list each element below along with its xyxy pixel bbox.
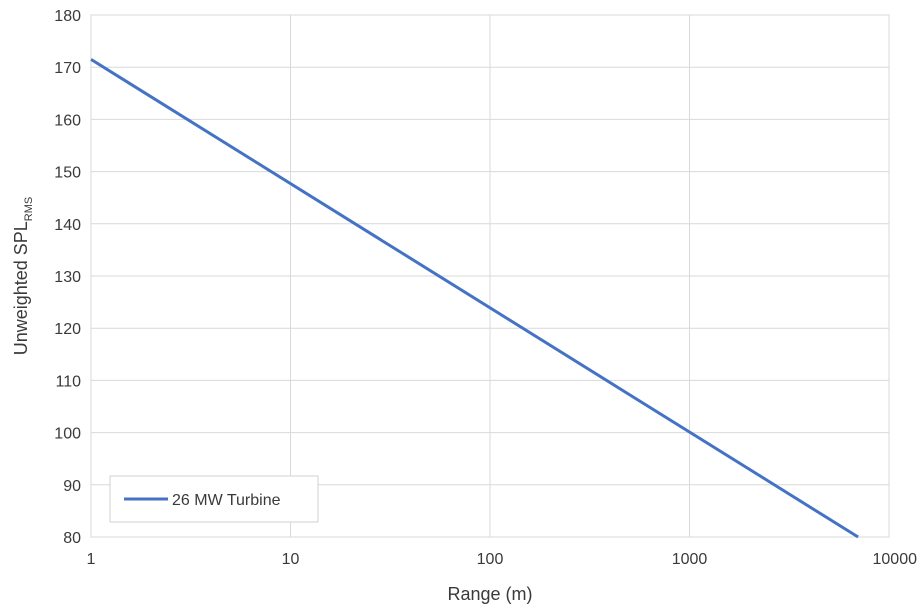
x-tick-label: 10000 (873, 551, 918, 568)
x-axis-title: Range (m) (447, 584, 532, 604)
y-tick-label: 130 (54, 269, 81, 286)
y-tick-label: 170 (54, 60, 81, 77)
grid (90, 14, 890, 538)
y-axis-title: Unweighted SPLRMS (11, 197, 35, 356)
y-axis-title-subscript: RMS (23, 197, 35, 221)
y-tick-label: 90 (63, 478, 81, 495)
plot-area (90, 14, 890, 538)
y-tick-label: 100 (54, 426, 81, 443)
legend-label: 26 MW Turbine (172, 492, 281, 509)
x-tick-label: 1 (87, 551, 96, 568)
y-tick-label: 110 (55, 373, 81, 390)
plot-border (90, 14, 890, 538)
x-tick-label: 100 (477, 551, 504, 568)
y-tick-label: 160 (54, 112, 81, 129)
series-layer (90, 58, 859, 539)
y-axis-ticks: 80 90 100 110 120 130 140 150 160 170 180 (54, 8, 81, 547)
y-tick-label: 120 (54, 321, 81, 338)
y-tick-label: 180 (54, 8, 81, 25)
x-axis-ticks: 1 10 100 1000 10000 (87, 551, 918, 568)
legend: 26 MW Turbine (109, 475, 319, 523)
series-line (90, 58, 859, 539)
y-tick-label: 140 (54, 217, 81, 234)
y-axis-title-main: Unweighted SPL (11, 221, 31, 355)
x-tick-label: 10 (282, 551, 300, 568)
y-tick-label: 150 (54, 165, 81, 182)
y-tick-label: 80 (63, 530, 81, 547)
x-tick-label: 1000 (672, 551, 708, 568)
